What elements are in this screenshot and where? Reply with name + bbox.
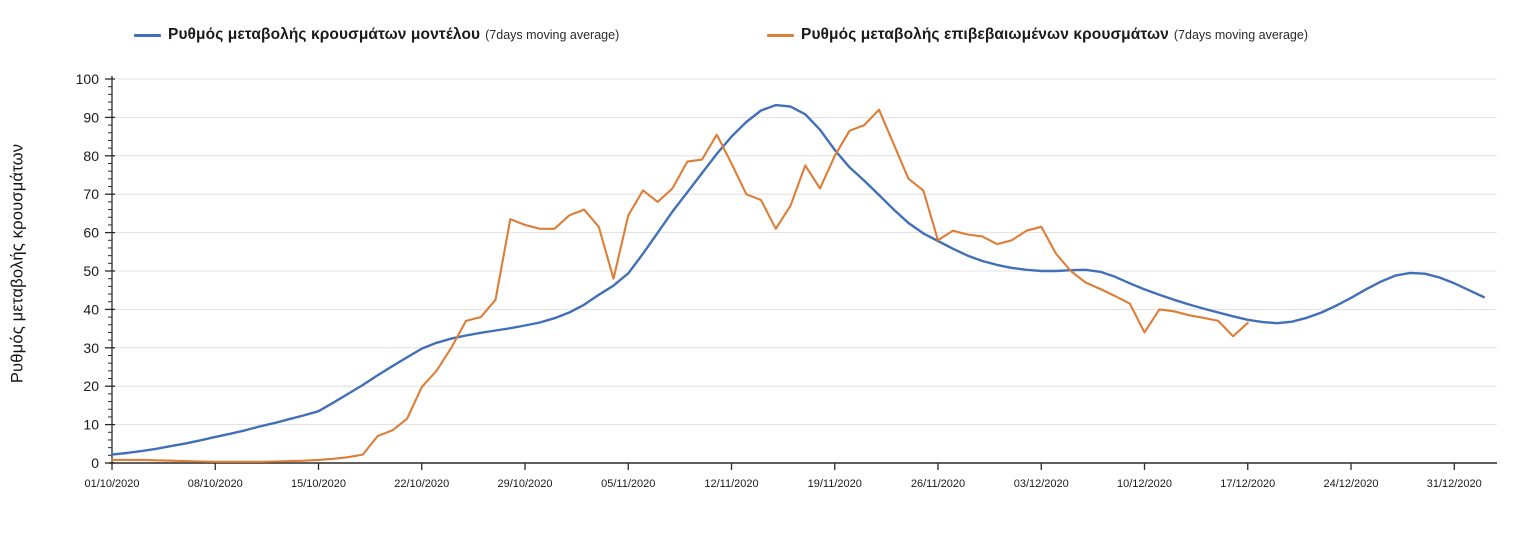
y-tick-label-10: 10 [83,417,99,433]
y-tick-label-60: 60 [83,225,99,241]
y-tick-label-80: 80 [83,148,99,164]
legend-suffix-model: (7days moving average) [485,28,620,42]
x-tick-label-08/10/2020: 08/10/2020 [188,478,243,490]
confirmed-series-line [110,108,1249,463]
x-tick-label-15/10/2020: 15/10/2020 [291,478,346,490]
y-tick-label-20: 20 [83,378,99,394]
model-series-line [110,103,1486,456]
legend-line-swatch-blue [134,33,161,37]
x-tick-label-10/12/2020: 10/12/2020 [1117,478,1172,490]
x-tick-label-17/12/2020: 17/12/2020 [1220,478,1275,490]
y-tick-label-90: 90 [83,109,99,125]
x-tick-label-05/11/2020: 05/11/2020 [601,478,655,490]
x-tick-label-19/11/2020: 19/11/2020 [808,478,862,490]
legend-item-model-series[interactable]: Ρυθμός μεταβολής κρουσμάτων μοντέλου (7d… [134,26,619,44]
x-tick-label-22/10/2020: 22/10/2020 [394,478,449,490]
y-tick-label-30: 30 [83,340,99,356]
y-tick-label-40: 40 [83,301,99,317]
x-tick-label-26/11/2020: 26/11/2020 [911,478,965,490]
chart-legend: Ρυθμός μεταβολής κρουσμάτων μοντέλου (7d… [0,0,1530,56]
y-tick-label-100: 100 [76,71,100,87]
x-tick-label-31/12/2020: 31/12/2020 [1427,478,1482,490]
legend-line-swatch-orange [767,33,794,37]
y-tick-label-50: 50 [83,263,99,279]
legend-suffix-confirmed: (7days moving average) [1173,28,1308,42]
x-tick-label-24/12/2020: 24/12/2020 [1323,478,1378,490]
x-tick-label-01/10/2020: 01/10/2020 [84,478,139,490]
y-tick-label-0: 0 [91,455,99,471]
legend-label-model: Ρυθμός μεταβολής κρουσμάτων μοντέλου [168,26,481,43]
legend-label-confirmed: Ρυθμός μεταβολής επιβεβαιωμένων κρουσμάτ… [801,26,1169,43]
y-tick-label-70: 70 [83,186,99,202]
legend-item-confirmed-series[interactable]: Ρυθμός μεταβολής επιβεβαιωμένων κρουσμάτ… [767,26,1308,44]
x-tick-label-03/12/2020: 03/12/2020 [1014,478,1069,490]
x-tick-label-12/11/2020: 12/11/2020 [704,478,758,490]
x-tick-label-29/10/2020: 29/10/2020 [497,478,552,490]
